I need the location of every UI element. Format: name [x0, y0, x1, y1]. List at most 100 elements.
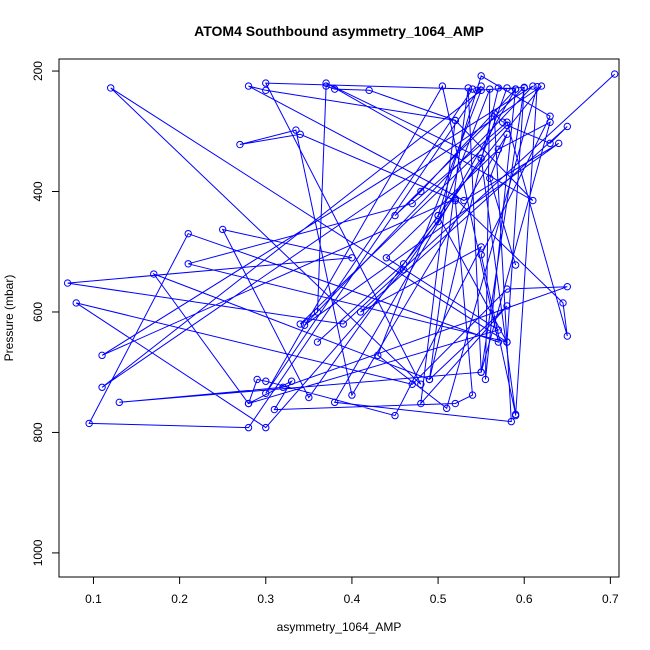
- data-point: [563, 282, 572, 291]
- data-point: [529, 82, 537, 90]
- data-point: [554, 139, 563, 148]
- data-point: [339, 320, 348, 328]
- data-point: [417, 399, 425, 408]
- data-point: [417, 380, 425, 388]
- data-point: [115, 398, 124, 407]
- data-point: [98, 351, 106, 360]
- data-point: [442, 404, 451, 413]
- data-point: [296, 130, 304, 138]
- data-point: [374, 351, 382, 360]
- series-group: [63, 70, 619, 432]
- data-point: [494, 84, 503, 92]
- data-point: [537, 82, 546, 90]
- x-tick-label: 0.5: [430, 592, 447, 606]
- data-point: [490, 109, 498, 117]
- data-point: [305, 393, 313, 402]
- data-point: [106, 84, 115, 92]
- y-axis: 200 400 600 800 1000: [31, 61, 60, 566]
- data-point: [287, 377, 296, 385]
- data-point: [563, 332, 572, 340]
- series-line: [88, 82, 526, 429]
- data-point: [477, 82, 485, 90]
- data-point: [63, 279, 72, 287]
- data-point: [494, 145, 503, 154]
- data-point: [503, 338, 511, 346]
- x-tick-label: 0.2: [171, 592, 188, 606]
- data-point: [270, 405, 279, 414]
- data-point: [218, 225, 227, 234]
- data-point: [507, 417, 516, 426]
- y-tick-label: 800: [31, 422, 45, 442]
- data-point: [184, 229, 192, 238]
- data-point: [330, 398, 339, 407]
- data-point: [503, 302, 511, 310]
- data-point: [529, 196, 537, 205]
- data-point: [546, 118, 554, 126]
- data-point: [296, 320, 304, 328]
- data-point: [313, 338, 322, 346]
- data-point: [468, 85, 477, 93]
- data-point: [486, 85, 494, 93]
- data-point: [399, 260, 408, 268]
- x-tick-label: 0.3: [257, 592, 274, 606]
- data-point: [425, 375, 434, 384]
- data-point: [322, 82, 330, 90]
- data-point: [563, 122, 572, 131]
- x-tick-label: 0.7: [602, 592, 619, 606]
- data-point: [356, 308, 365, 316]
- data-point: [300, 321, 309, 329]
- y-tick-label: 600: [31, 302, 45, 322]
- y-tick-label: 200: [31, 61, 45, 81]
- data-point: [262, 389, 270, 397]
- data-point: [184, 260, 192, 268]
- plot-area: [63, 70, 619, 432]
- data-point: [391, 211, 399, 220]
- data-point: [417, 187, 425, 196]
- data-point: [477, 251, 485, 259]
- data-point: [438, 82, 447, 90]
- data-point: [262, 377, 270, 385]
- data-point: [559, 299, 567, 307]
- data-point: [546, 139, 554, 148]
- data-point: [382, 254, 391, 262]
- data-point: [85, 419, 93, 428]
- y-tick-label: 1000: [31, 539, 45, 566]
- data-point: [322, 79, 330, 87]
- data-point: [244, 82, 253, 90]
- data-point: [520, 83, 528, 92]
- data-point: [236, 140, 244, 149]
- data-point: [511, 85, 520, 93]
- y-tick-label: 400: [31, 181, 45, 201]
- data-point: [253, 375, 261, 384]
- data-point: [477, 368, 485, 376]
- data-point: [464, 84, 472, 92]
- data-point: [391, 411, 399, 420]
- data-point: [98, 383, 106, 391]
- x-axis-label: asymmetry_1064_AMP: [277, 620, 402, 634]
- data-point: [477, 72, 485, 80]
- x-tick-label: 0.6: [516, 592, 533, 606]
- data-point: [503, 118, 511, 126]
- data-point: [292, 126, 300, 134]
- data-point: [150, 270, 158, 278]
- data-point: [610, 70, 619, 78]
- data-point: [72, 299, 80, 307]
- data-point: [348, 391, 356, 399]
- data-point: [494, 338, 503, 346]
- data-point: [244, 399, 253, 408]
- series-line: [101, 82, 568, 416]
- data-point: [533, 83, 541, 91]
- data-point: [451, 399, 460, 408]
- y-axis-label: Pressure (mbar): [2, 275, 16, 362]
- chart-title: ATOM4 Southbound asymmetry_1064_AMP: [194, 23, 484, 39]
- series-line: [67, 73, 616, 429]
- x-tick-label: 0.1: [85, 592, 102, 606]
- x-tick-label: 0.4: [344, 592, 361, 606]
- data-point: [468, 391, 477, 399]
- data-point: [279, 383, 287, 391]
- data-point: [434, 217, 442, 226]
- data-point: [511, 411, 520, 420]
- data-point: [365, 86, 373, 95]
- data-point: [262, 79, 270, 87]
